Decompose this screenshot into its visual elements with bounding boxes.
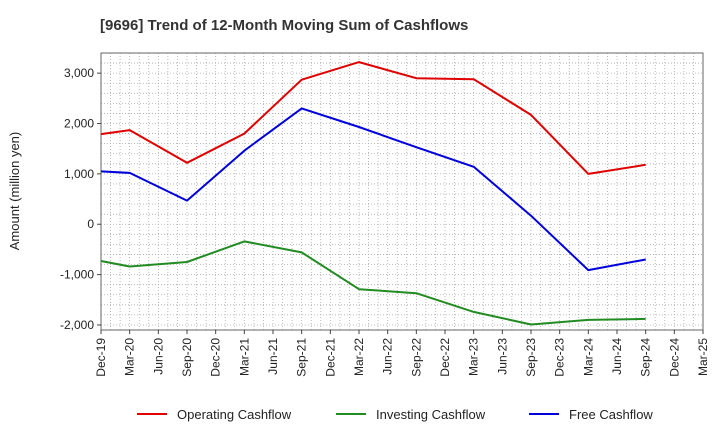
plot-area [100,52,704,331]
x-tick-label: Mar-22 [352,338,366,376]
x-tick-label: Jun-22 [381,338,395,375]
x-tick-label: Jun-23 [495,338,509,375]
legend: Operating Cashflow Investing Cashflow Free… [137,407,653,422]
grid-lines [101,53,703,330]
x-tick-label: Dec-24 [667,338,681,377]
chart-title: [9696] Trend of 12-Month Moving Sum of C… [100,17,468,34]
x-tick-label: Dec-21 [323,338,337,377]
x-tick-label: Dec-20 [209,338,223,377]
x-tick-label: Mar-20 [123,338,137,376]
y-axis-label: Amount (million yen) [7,132,22,251]
x-tick-label: Mar-24 [581,338,595,376]
x-tick-label: Sep-23 [524,338,538,377]
x-tick-label: Sep-21 [295,338,309,377]
legend-label: Free Cashflow [569,407,653,422]
x-tick-label: Mar-25 [696,338,710,376]
legend-label: Investing Cashflow [376,407,486,422]
y-tick-label: 3,000 [64,66,94,80]
x-tick-label: Dec-23 [553,338,567,377]
x-tick-label: Jun-24 [610,338,624,375]
x-tick-label: Sep-24 [639,338,653,377]
y-tick-label: -2,000 [60,318,94,332]
y-tick-label: 0 [87,217,94,231]
x-tick-label: Mar-21 [237,338,251,376]
series-lines [100,61,646,326]
series-line-1 [100,240,646,326]
series-line-2 [100,107,646,272]
x-tick-label: Mar-23 [467,338,481,376]
x-tick-label: Jun-21 [266,338,280,375]
series-line-0 [100,61,646,175]
x-tick-label: Sep-20 [180,338,194,377]
y-axis: -2,000 -1,000 0 1,000 2,000 3,000 [60,66,101,332]
x-tick-label: Dec-22 [438,338,452,377]
legend-label: Operating Cashflow [177,407,292,422]
x-tick-label: Jun-20 [151,338,165,375]
y-tick-label: 1,000 [64,167,94,181]
x-axis: Dec-19 Mar-20 Jun-20 Sep-20 Dec-20 Mar-21 Jun-… [94,330,710,377]
x-tick-label: Sep-22 [409,338,423,377]
x-tick-label: Dec-19 [94,338,108,377]
y-tick-label: 2,000 [64,117,94,131]
y-tick-label: -1,000 [60,268,94,282]
